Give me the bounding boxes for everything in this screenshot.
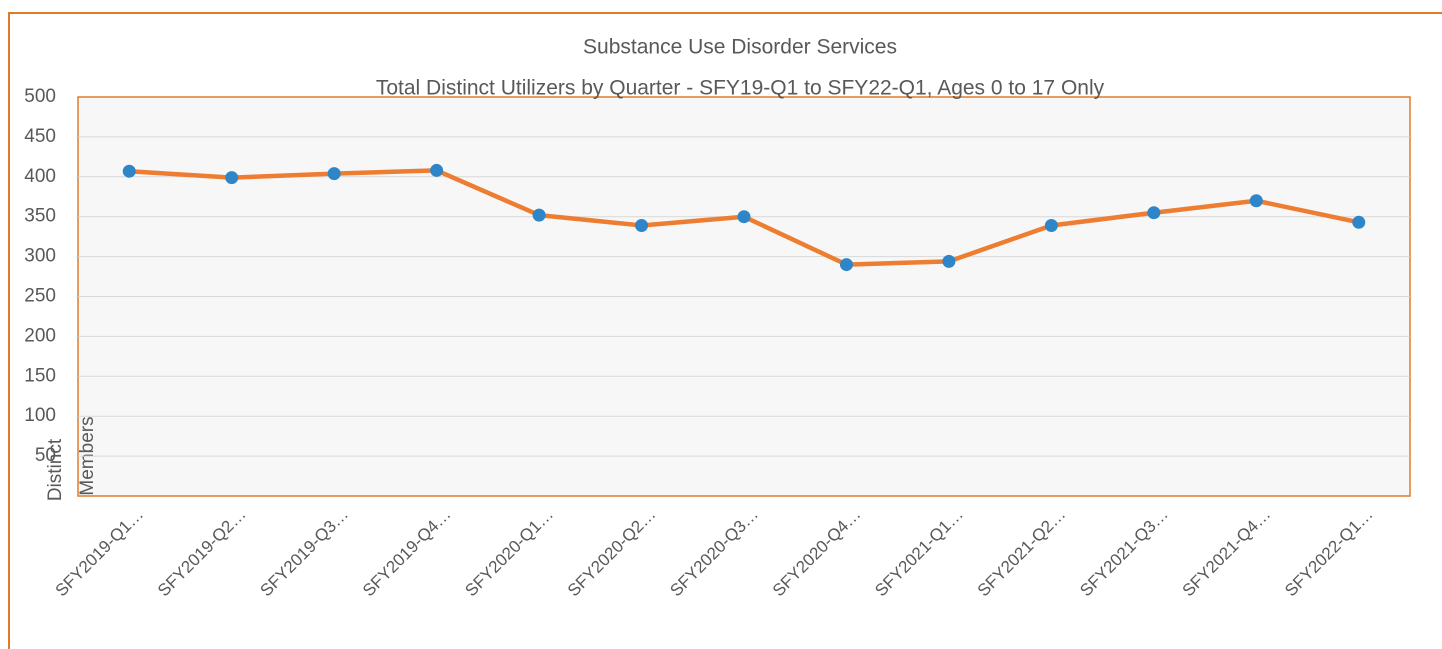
y-tick-label: 250 <box>24 286 56 307</box>
marker <box>1147 206 1161 220</box>
y-tick-label: 150 <box>24 365 56 386</box>
marker <box>430 163 444 177</box>
frame <box>8 12 1442 649</box>
x-tick-label: SFY2020-Q3… <box>666 505 762 601</box>
marker <box>737 210 751 224</box>
x-tick-label: SFY2019-Q4… <box>359 505 455 601</box>
x-tick-label: SFY2021-Q2… <box>974 505 1070 601</box>
x-tick-label: SFY2022-Q1… <box>1281 505 1377 601</box>
chart-subtitle: Total Distinct Utilizers by Quarter - SF… <box>376 77 1105 100</box>
marker <box>1249 194 1263 208</box>
y-tick-label: 350 <box>24 206 56 227</box>
x-tick-label: SFY2021-Q3… <box>1076 505 1172 601</box>
y-tick-label: 450 <box>24 126 56 147</box>
x-tick-label: SFY2021-Q1… <box>871 505 967 601</box>
marker <box>1044 218 1058 232</box>
marker <box>225 171 239 185</box>
marker <box>327 167 341 181</box>
x-tick-label: SFY2019-Q3… <box>257 505 353 601</box>
marker <box>635 218 649 232</box>
chart-title: Substance Use Disorder Services <box>583 36 897 59</box>
y-tick-label: 200 <box>24 325 56 346</box>
y-tick-label: 100 <box>24 405 56 426</box>
marker <box>942 254 956 268</box>
x-tick-label: SFY2020-Q4… <box>769 505 865 601</box>
x-tick-label: SFY2019-Q1… <box>52 505 148 601</box>
marker <box>1352 215 1366 229</box>
y-tick-label: 300 <box>24 246 56 267</box>
x-tick-label: SFY2020-Q2… <box>564 505 660 601</box>
y-axis-label: Distinct <box>45 438 66 501</box>
y-tick-label: 500 <box>24 86 56 107</box>
x-tick-label: SFY2019-Q2… <box>154 505 250 601</box>
y-tick-label: 50 <box>35 445 56 466</box>
y-tick-label: 400 <box>24 166 56 187</box>
x-tick-label: SFY2021-Q4… <box>1179 505 1275 601</box>
x-tick-label: SFY2020-Q1… <box>461 505 557 601</box>
marker <box>122 164 136 178</box>
marker <box>839 258 853 272</box>
marker <box>532 208 546 222</box>
